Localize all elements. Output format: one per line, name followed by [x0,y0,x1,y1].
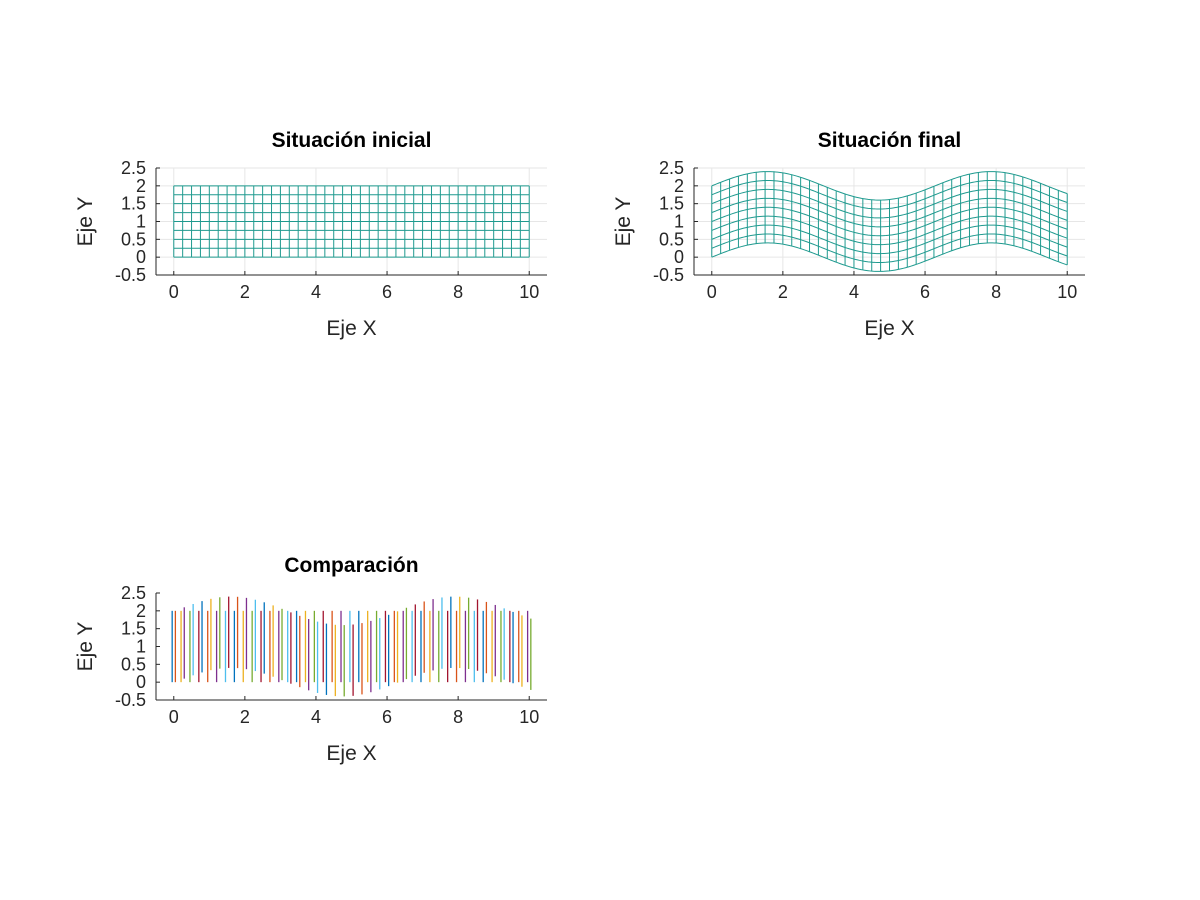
x-tick-label: 8 [453,707,463,727]
x-tick-label: 6 [920,282,930,302]
y-tick-label: 2.5 [121,583,146,603]
x-tick-label: 0 [707,282,717,302]
y-tick-label: 0.5 [121,229,146,249]
x-tick-label: 4 [311,707,321,727]
x-tick-label: 0 [169,707,179,727]
chart-title: Situación final [818,129,962,152]
x-tick-label: 4 [849,282,859,302]
x-tick-label: 0 [169,282,179,302]
y-tick-label: -0.5 [115,690,146,710]
x-tick-label: 2 [778,282,788,302]
y-tick-label: 2 [674,176,684,196]
y-tick-label: -0.5 [653,265,684,285]
x-axis-label: Eje X [326,742,376,765]
y-tick-label: 0.5 [121,654,146,674]
x-tick-label: 4 [311,282,321,302]
y-tick-label: 1 [674,212,684,232]
y-tick-label: 1 [136,637,146,657]
mesh [711,171,1068,272]
y-tick-label: 2.5 [659,158,684,178]
x-tick-label: 2 [240,707,250,727]
mesh-horizontal-line [711,171,1068,201]
x-axis-label: Eje X [326,317,376,340]
y-tick-label: 2.5 [121,158,146,178]
y-tick-label: 2 [136,601,146,621]
mesh-horizontal-line [711,242,1068,272]
x-tick-label: 8 [453,282,463,302]
x-tick-label: 10 [519,282,539,302]
chart-title: Situación inicial [272,129,432,152]
y-tick-label: 1 [136,212,146,232]
y-tick-label: 0 [674,247,684,267]
x-axis-label: Eje X [864,317,914,340]
x-tick-label: 10 [519,707,539,727]
mesh [173,185,530,258]
y-tick-label: 1.5 [121,619,146,639]
y-tick-label: 0 [136,247,146,267]
y-tick-label: 2 [136,176,146,196]
chart-title: Comparación [284,554,418,577]
y-axis-label: Eje Y [612,197,635,247]
x-tick-label: 6 [382,282,392,302]
x-tick-label: 2 [240,282,250,302]
y-tick-label: 1.5 [659,194,684,214]
x-tick-label: 6 [382,707,392,727]
y-tick-label: 0 [136,672,146,692]
x-tick-label: 8 [991,282,1001,302]
y-tick-label: -0.5 [115,265,146,285]
comparison-lines [171,596,532,697]
y-axis-label: Eje Y [74,197,97,247]
y-tick-label: 1.5 [121,194,146,214]
x-tick-label: 10 [1057,282,1077,302]
y-axis-label: Eje Y [74,622,97,672]
y-tick-label: 0.5 [659,229,684,249]
